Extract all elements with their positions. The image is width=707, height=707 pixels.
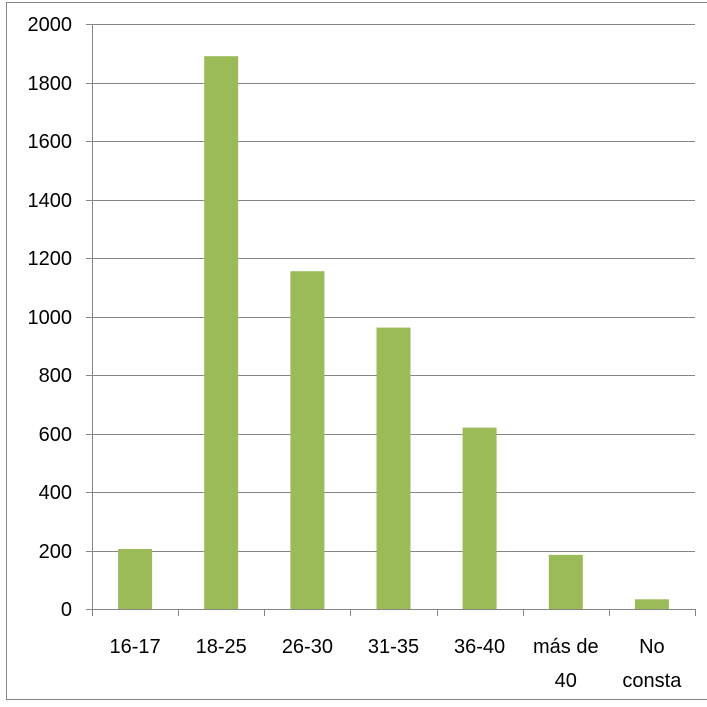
bar-5 bbox=[549, 555, 583, 609]
x-tick-label: 18-25 bbox=[196, 636, 247, 658]
y-tick-label: 1600 bbox=[28, 131, 73, 153]
bar-3 bbox=[377, 328, 411, 609]
y-tick-label: 1000 bbox=[28, 307, 73, 329]
x-tick-label: 26-30 bbox=[282, 636, 333, 658]
bar-1 bbox=[204, 56, 238, 609]
x-tick-label: 36-40 bbox=[454, 636, 505, 658]
y-tick-label: 1400 bbox=[28, 190, 73, 212]
x-tick-label: 16-17 bbox=[110, 636, 161, 658]
bar-2 bbox=[290, 271, 324, 609]
y-tick-label: 800 bbox=[39, 365, 72, 387]
y-tick-label: 200 bbox=[39, 541, 72, 563]
bar-6 bbox=[635, 599, 669, 609]
y-tick-label: 400 bbox=[39, 482, 72, 504]
y-tick-label: 600 bbox=[39, 424, 72, 446]
y-tick-label: 1800 bbox=[28, 73, 73, 95]
bar-0 bbox=[118, 549, 152, 609]
bar-4 bbox=[463, 428, 497, 609]
y-tick-label: 1200 bbox=[28, 248, 73, 270]
bars bbox=[118, 56, 669, 609]
chart-border bbox=[7, 3, 707, 700]
y-tick-label: 0 bbox=[61, 599, 72, 621]
y-tick-label: 2000 bbox=[28, 14, 73, 36]
x-tick-label: 31-35 bbox=[368, 636, 419, 658]
